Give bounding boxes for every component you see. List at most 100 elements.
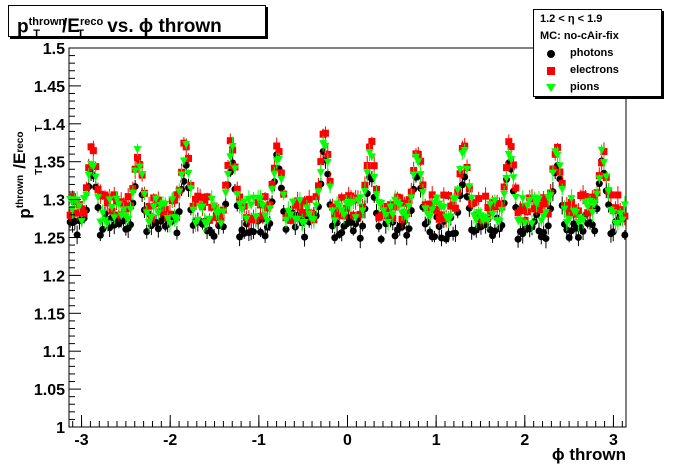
photon-point	[96, 231, 104, 239]
electron-point	[82, 184, 90, 192]
photon-point	[356, 234, 364, 242]
pion-point	[463, 165, 472, 174]
electron-point	[598, 159, 606, 167]
photon-point	[588, 221, 596, 229]
pion-point	[546, 192, 555, 200]
electron-point	[542, 200, 550, 208]
pion-point	[135, 163, 144, 172]
photon-point	[514, 235, 522, 243]
electron-point	[203, 193, 211, 201]
pion-point	[356, 194, 365, 202]
pion-point	[363, 169, 372, 177]
y-tick-label: 1.2	[43, 268, 65, 285]
pion-point	[439, 203, 448, 212]
pion-point	[326, 183, 335, 192]
electron-point	[80, 209, 88, 217]
photon-point	[405, 225, 413, 233]
electron-point	[614, 191, 622, 199]
pion-point	[124, 215, 133, 224]
electron-point	[145, 202, 153, 210]
electron-point	[507, 143, 515, 151]
pion-point	[534, 195, 543, 204]
photon-point	[261, 232, 269, 240]
pion-point	[388, 211, 397, 219]
legend-label-electrons: electrons	[570, 64, 619, 76]
pion-point	[91, 173, 100, 182]
electron-point	[317, 158, 325, 166]
square-marker-icon	[547, 67, 555, 75]
electron-point	[110, 191, 118, 199]
legend: 1.2 < η < 1.9 MC: no-cAir-fix photons el…	[533, 9, 662, 97]
electron-point	[101, 191, 109, 199]
y-tick-label: 1.5	[43, 41, 65, 58]
pion-point	[94, 194, 103, 202]
pion-point	[242, 215, 251, 224]
pion-point	[497, 206, 506, 215]
pion-point	[140, 190, 149, 199]
pion-point	[110, 214, 119, 222]
triangle-marker-icon	[546, 84, 556, 92]
pion-point	[518, 195, 527, 203]
pion-point	[579, 216, 588, 225]
pion-point	[560, 205, 569, 214]
y-tick-label: 1.25	[34, 231, 65, 248]
pion-point	[75, 202, 84, 211]
pion-point	[270, 170, 279, 179]
photon-point	[250, 228, 258, 236]
photon-point	[210, 232, 218, 240]
pion-point	[73, 196, 82, 205]
pion-point	[126, 205, 135, 214]
legend-entry-electrons: electrons	[540, 63, 658, 79]
pion-point	[168, 196, 177, 204]
electron-point	[428, 191, 436, 199]
pion-point	[258, 202, 267, 210]
photon-point	[359, 222, 367, 230]
electron-point	[540, 194, 548, 202]
electron-point	[338, 194, 346, 202]
pion-point	[82, 191, 91, 200]
pion-point	[495, 217, 504, 226]
pion-point	[321, 142, 330, 151]
electron-point	[370, 162, 378, 170]
pion-point	[323, 158, 332, 167]
pion-point	[453, 186, 462, 195]
electron-point	[94, 185, 102, 193]
pion-point	[414, 158, 423, 166]
pion-point	[114, 200, 123, 209]
pion-point	[112, 195, 121, 204]
y-tick-label: 1	[56, 420, 65, 437]
electron-point	[400, 199, 408, 207]
pion-point	[300, 218, 309, 227]
electron-point	[451, 204, 459, 212]
pion-point	[302, 204, 311, 212]
pion-point	[149, 203, 158, 211]
photon-point	[127, 221, 135, 229]
photon-point	[377, 235, 385, 243]
pion-point	[105, 196, 114, 204]
pion-point	[184, 170, 193, 178]
pion-point	[402, 213, 411, 222]
pion-point	[595, 175, 604, 183]
pion-point	[541, 209, 550, 217]
electron-point	[433, 206, 441, 214]
pion-point	[198, 203, 207, 211]
pion-point	[165, 219, 174, 228]
pion-point	[349, 198, 358, 207]
pion-point	[210, 202, 219, 211]
pion-point	[312, 202, 321, 210]
pion-point	[567, 195, 576, 203]
pion-point	[590, 199, 599, 208]
electron-point	[217, 214, 225, 222]
pion-point	[521, 219, 530, 228]
electron-point	[78, 205, 86, 213]
pion-point	[128, 189, 137, 198]
photon-point	[391, 232, 399, 240]
electron-point	[470, 199, 478, 207]
pion-point	[147, 214, 156, 222]
pion-point	[599, 159, 608, 167]
photon-point	[609, 228, 617, 236]
pion-point	[351, 214, 360, 222]
x-tick-label: 3	[609, 432, 618, 449]
pion-point	[251, 213, 260, 222]
